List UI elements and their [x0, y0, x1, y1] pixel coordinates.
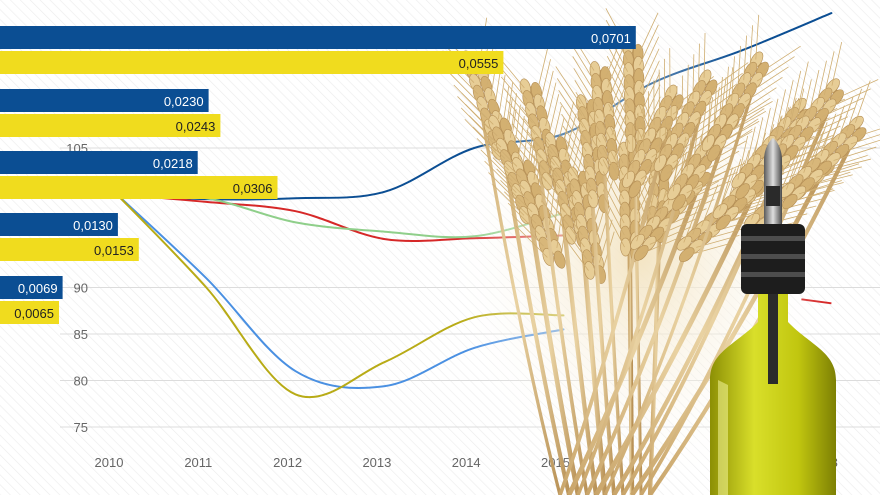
wheat-stalk — [603, 62, 763, 495]
blue-bar — [0, 276, 63, 299]
bar-value-label: 0,0218 — [153, 156, 193, 171]
x-tick-label: 2013 — [362, 455, 391, 470]
horizontal-bars: 0,0701 0,0230 0,0218 0,0130 0,0069 0,0555 0,02… — [0, 26, 636, 324]
y-tick-label: 80 — [74, 374, 88, 389]
yellow-bar — [0, 114, 221, 137]
yellow-bar — [0, 301, 59, 324]
blue-bar — [0, 26, 636, 49]
y-tick-label: 90 — [74, 281, 88, 296]
y-tick-label: 75 — [74, 420, 88, 435]
blue-bar — [0, 151, 198, 174]
bar-value-label: 0,0306 — [233, 181, 273, 196]
wheat-ear — [701, 14, 801, 162]
bar-value-label: 0,0130 — [73, 218, 113, 233]
wheat-stalk — [630, 160, 831, 495]
x-tick-label: 2012 — [273, 455, 302, 470]
bar-value-label: 0,0230 — [164, 94, 204, 109]
olive-oil-bottle-image — [710, 138, 836, 495]
blue-bar — [0, 213, 118, 236]
yellow-bar — [0, 176, 278, 199]
blue-bar — [0, 89, 209, 112]
wheat-ear — [605, 8, 662, 159]
yellow-bar — [0, 238, 139, 261]
wheat-stalk — [566, 171, 706, 495]
x-tick-label: 2010 — [95, 455, 124, 470]
wheat-stalk — [576, 80, 712, 495]
wheat-stalk — [593, 181, 762, 495]
yellow-bar — [0, 51, 504, 74]
wheat-ear — [779, 80, 880, 210]
wheat-stalk — [585, 114, 734, 495]
x-tick-label: 2014 — [452, 455, 481, 470]
bar-value-label: 0,0243 — [176, 119, 216, 134]
x-tick-label: 2011 — [184, 455, 212, 470]
wheat-stalk — [470, 57, 562, 495]
y-tick-label: 85 — [74, 327, 88, 342]
bar-value-label: 0,0153 — [94, 243, 134, 258]
bar-value-label: 0,0065 — [14, 306, 54, 321]
bar-value-label: 0,0555 — [459, 56, 499, 71]
bar-value-label: 0,0701 — [591, 31, 631, 46]
bar-value-label: 0,0069 — [18, 281, 58, 296]
